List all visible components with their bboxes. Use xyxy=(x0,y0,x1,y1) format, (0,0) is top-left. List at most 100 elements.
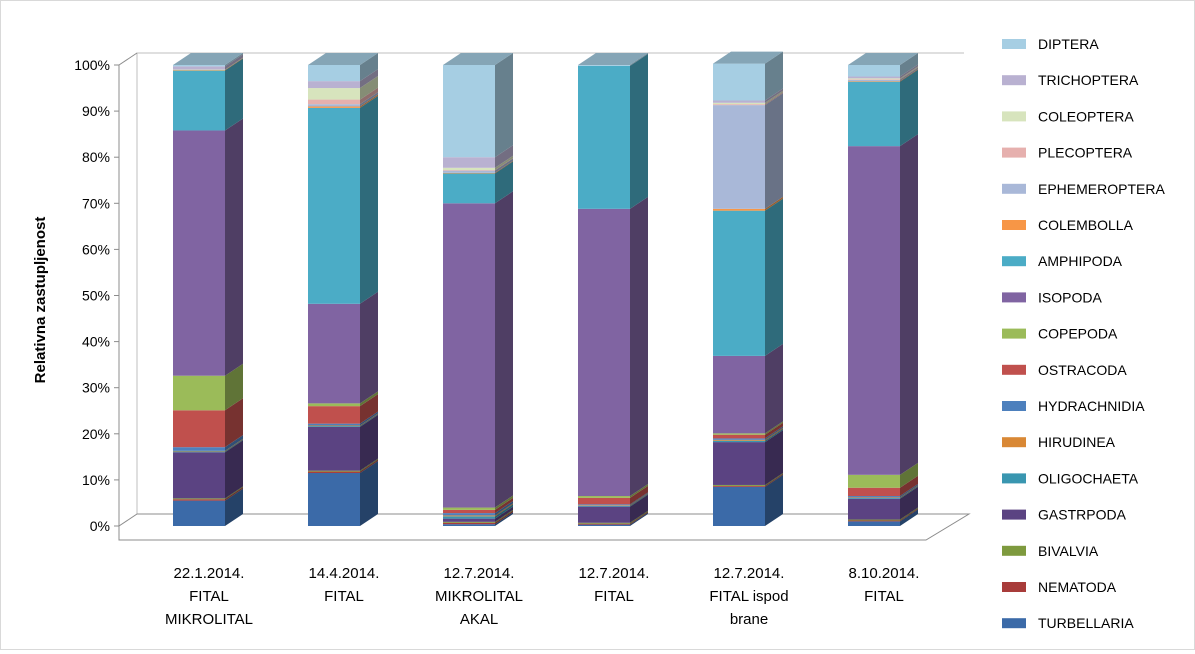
bar-segment-side xyxy=(225,438,243,452)
bar-segment xyxy=(443,518,495,522)
legend-swatch xyxy=(1002,401,1026,411)
bar-segment-side xyxy=(630,494,648,523)
bar-segment xyxy=(173,500,225,526)
bars-layer xyxy=(173,51,918,526)
bar-segment xyxy=(173,70,225,131)
y-tick-label: 100% xyxy=(74,57,110,73)
legend-swatch xyxy=(1002,545,1026,556)
bar-segment-side xyxy=(495,161,513,204)
bar-segment xyxy=(308,406,360,424)
bar-segment xyxy=(443,522,495,525)
bar-segment-side xyxy=(765,93,783,209)
x-tick-label: 12.7.2014. xyxy=(714,565,785,582)
bar-segment-side xyxy=(765,422,783,439)
bar-segment-side xyxy=(495,506,513,522)
bar-segment xyxy=(308,107,360,304)
bar-segment xyxy=(578,523,630,525)
bar-segment xyxy=(713,63,765,101)
bar-segment-side xyxy=(360,76,378,100)
bar-segment-side xyxy=(765,428,783,443)
legend-swatch xyxy=(1002,111,1026,122)
bar-segment-side xyxy=(630,196,648,497)
bar-segment xyxy=(713,440,765,443)
bar-segment-side xyxy=(495,503,513,517)
bar-segment-side xyxy=(495,53,513,158)
bar-segment-side xyxy=(630,53,648,209)
bar-segment-side xyxy=(900,67,918,82)
x-tick-label: FITAL xyxy=(864,588,904,605)
bar-segment-side xyxy=(900,66,918,80)
bar-segment xyxy=(173,65,225,67)
bar-segment-side xyxy=(495,495,513,510)
bar-segment xyxy=(173,498,225,500)
bar-segment xyxy=(713,433,765,435)
bar-segment xyxy=(173,70,225,71)
bar-segment-side xyxy=(765,474,783,526)
bar-segment xyxy=(578,65,630,209)
bar-segment-side xyxy=(765,427,783,441)
bar-segment-side xyxy=(225,487,243,501)
bar-segment-side xyxy=(495,145,513,168)
bar-segment xyxy=(578,506,630,523)
bar-segment-side xyxy=(630,492,648,506)
bar-segment xyxy=(308,303,360,404)
legend-label: GASTRPODA xyxy=(1038,507,1127,523)
bar-segment-side xyxy=(225,435,243,451)
bar-segment-side xyxy=(225,439,243,453)
bar-segment-side xyxy=(900,485,918,499)
bar-segment xyxy=(173,450,225,452)
bar-segment-side xyxy=(360,53,378,82)
bar-segment-side xyxy=(360,458,378,472)
bar-stack xyxy=(848,53,918,526)
bar-segment-side xyxy=(225,440,243,499)
bar-stack xyxy=(308,53,378,526)
bar-segment-side xyxy=(900,485,918,499)
legend-swatch xyxy=(1002,183,1026,194)
legend-label: BIVALVIA xyxy=(1038,543,1099,559)
y-tick-label: 60% xyxy=(82,241,110,257)
legend-swatch xyxy=(1002,328,1026,339)
bar-segment-side xyxy=(495,160,513,174)
x-tick-label: MIKROLITAL xyxy=(165,611,253,628)
bar-segment xyxy=(578,65,630,66)
bar-segment-side xyxy=(360,413,378,427)
bar-segment-side xyxy=(630,53,648,66)
bar-segment xyxy=(578,505,630,507)
bar-segment xyxy=(848,487,900,497)
legend-label: COPEPODA xyxy=(1038,326,1118,342)
bar-segment-side xyxy=(900,509,918,526)
bar-segment xyxy=(173,447,225,451)
y-tick-label: 80% xyxy=(82,149,110,165)
bar-segment xyxy=(443,170,495,171)
legend-label: OLIGOCHAETA xyxy=(1038,470,1139,486)
bar-segment xyxy=(848,65,900,77)
legend-label: OSTRACODA xyxy=(1038,362,1127,378)
bar-segment-side xyxy=(495,509,513,523)
bar-segment-side xyxy=(495,158,513,171)
bar-segment xyxy=(713,434,765,439)
bar-segment xyxy=(308,81,360,89)
bar-segment-side xyxy=(630,493,648,506)
bar-segment xyxy=(848,76,900,79)
bar-segment-side xyxy=(225,486,243,500)
bar-segment xyxy=(713,105,765,209)
legend-label: ISOPODA xyxy=(1038,289,1102,305)
x-tick-label: brane xyxy=(730,611,768,628)
bar-segment xyxy=(173,452,225,499)
bar-top-cap xyxy=(443,53,513,65)
bar-segment-side xyxy=(225,118,243,376)
bar-segment xyxy=(713,104,765,106)
bar-segment-side xyxy=(360,95,378,304)
y-tick-label: 50% xyxy=(82,288,110,304)
bar-segment-side xyxy=(900,134,918,475)
bar-segment xyxy=(848,519,900,521)
bar-segment-side xyxy=(225,398,243,448)
legend-swatch xyxy=(1002,39,1026,49)
labels-layer: 0% 10% 20% 30% 40% 50% 60% 70% 80% 90% 100% 22.1.20… xyxy=(74,57,919,628)
legend-swatch xyxy=(1002,509,1026,520)
bar-top-cap xyxy=(308,53,378,65)
bar-segment-side xyxy=(495,155,513,171)
legend-swatch xyxy=(1002,256,1026,267)
bar-segment xyxy=(848,79,900,80)
